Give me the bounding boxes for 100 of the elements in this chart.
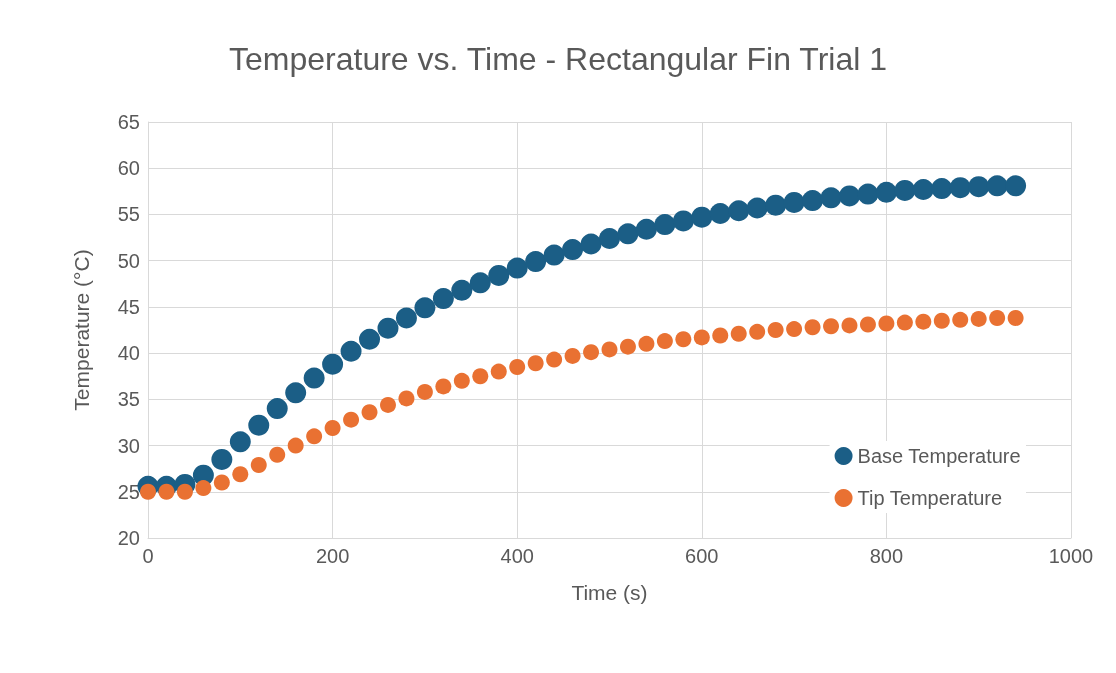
point xyxy=(266,398,288,420)
point xyxy=(915,313,932,330)
point xyxy=(583,344,600,361)
point xyxy=(857,183,879,205)
x-tick-label: 400 xyxy=(500,545,534,567)
point xyxy=(432,288,454,310)
x-axis-title: Time (s) xyxy=(571,581,648,604)
point xyxy=(599,227,620,249)
point xyxy=(562,239,584,261)
x-tick-label: 1000 xyxy=(1048,545,1094,567)
point xyxy=(949,177,971,199)
point xyxy=(1007,309,1024,326)
point xyxy=(488,264,510,286)
point xyxy=(656,333,673,350)
point xyxy=(839,185,860,207)
point xyxy=(303,367,325,389)
x-tick-label: 0 xyxy=(142,545,154,567)
point xyxy=(820,187,842,209)
point xyxy=(841,317,858,334)
point xyxy=(968,176,990,198)
point xyxy=(306,428,323,445)
point xyxy=(802,190,824,212)
point xyxy=(783,191,805,213)
point xyxy=(989,309,1006,326)
point xyxy=(712,327,729,344)
point xyxy=(195,480,212,497)
y-tick-label: 20 xyxy=(117,527,140,549)
point xyxy=(543,244,565,266)
point xyxy=(398,390,415,407)
point xyxy=(324,419,341,436)
point xyxy=(158,483,175,500)
point xyxy=(580,233,602,255)
point xyxy=(617,223,639,245)
point xyxy=(619,338,636,355)
point xyxy=(380,396,396,413)
y-tick-label: 50 xyxy=(117,249,140,272)
point xyxy=(986,175,1008,197)
point xyxy=(343,411,360,428)
point xyxy=(322,353,344,375)
point xyxy=(435,378,452,395)
point xyxy=(472,368,489,385)
point xyxy=(395,307,417,329)
y-tick-label: 45 xyxy=(117,295,140,318)
point xyxy=(931,178,953,200)
point xyxy=(211,448,233,470)
point xyxy=(859,316,876,333)
point xyxy=(709,203,731,225)
point xyxy=(506,257,528,279)
point xyxy=(878,315,895,332)
point xyxy=(377,317,399,339)
point xyxy=(765,194,787,216)
y-tick-label: 30 xyxy=(117,434,140,457)
point xyxy=(176,483,193,500)
x-tick-label: 800 xyxy=(869,545,904,567)
point xyxy=(564,347,581,364)
point xyxy=(693,329,710,346)
y-tick-label: 55 xyxy=(117,203,140,226)
point xyxy=(933,312,950,329)
point xyxy=(453,372,470,389)
y-tick-label: 40 xyxy=(117,342,140,365)
y-tick-label: 35 xyxy=(117,388,140,411)
point xyxy=(250,456,267,473)
point xyxy=(509,358,526,375)
point xyxy=(361,404,378,421)
point xyxy=(340,340,362,362)
point xyxy=(213,474,230,491)
y-tick-label: 65 xyxy=(117,111,140,133)
point xyxy=(635,218,657,240)
point xyxy=(654,214,676,236)
point xyxy=(894,179,916,201)
y-axis-title: Temperature (°C) xyxy=(70,249,93,411)
point xyxy=(1005,175,1027,197)
point xyxy=(675,331,692,348)
x-tick-label: 600 xyxy=(685,545,719,567)
y-tick-label: 60 xyxy=(117,157,140,180)
x-tick-label: 200 xyxy=(315,545,350,567)
point xyxy=(601,341,618,358)
point xyxy=(912,178,934,200)
point xyxy=(746,197,768,219)
point xyxy=(896,314,913,331)
point xyxy=(786,321,803,338)
point xyxy=(490,363,507,380)
point xyxy=(414,297,436,319)
point xyxy=(359,328,381,350)
point xyxy=(875,181,897,203)
y-tick-label: 25 xyxy=(117,480,140,503)
point xyxy=(952,311,969,328)
point xyxy=(767,322,784,338)
point xyxy=(749,323,766,340)
point xyxy=(527,355,544,372)
point xyxy=(546,351,563,368)
point xyxy=(248,414,270,436)
point xyxy=(525,251,547,273)
chart-title: Temperature vs. Time - Rectangular Fin Trial 1 xyxy=(228,41,888,77)
point xyxy=(232,466,249,483)
point xyxy=(416,383,433,400)
point xyxy=(269,446,286,463)
legend-label: Base Temperature xyxy=(857,445,1021,467)
point xyxy=(140,483,156,500)
legend-label: Tip Temperature xyxy=(857,487,1003,509)
